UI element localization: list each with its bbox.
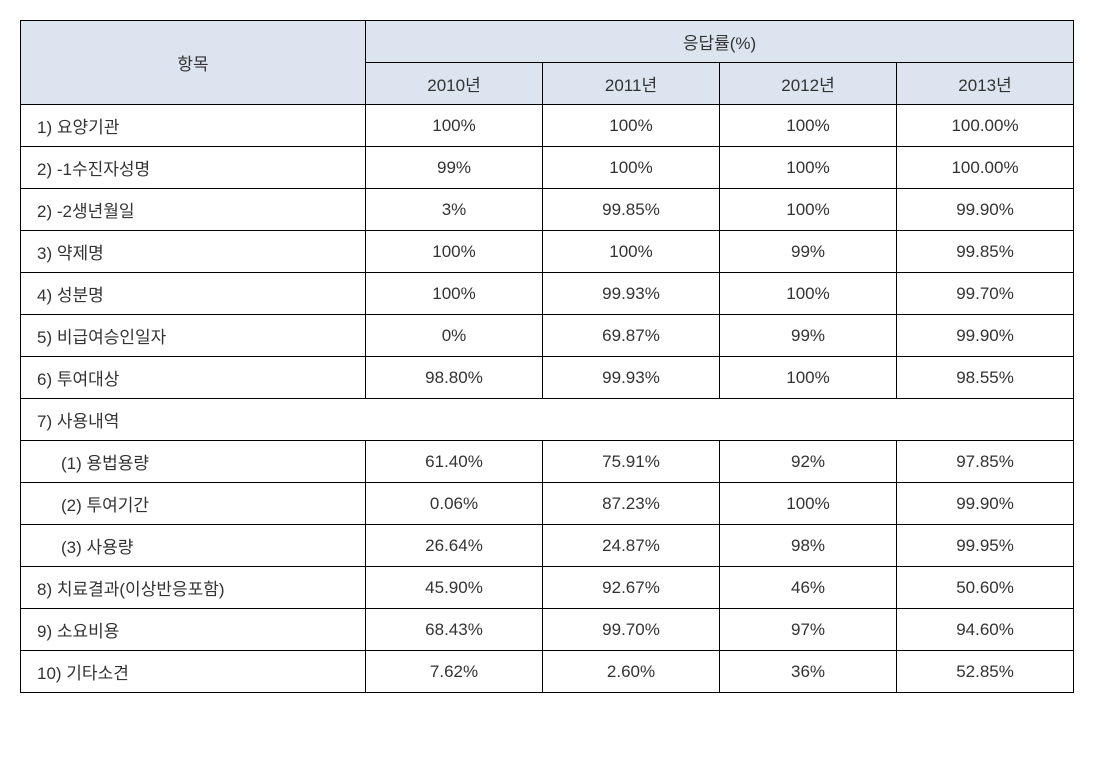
row-value: 99.90%	[897, 189, 1074, 231]
row-value: 26.64%	[366, 525, 543, 567]
row-value: 98%	[720, 525, 897, 567]
table-row: 10) 기타소견7.62%2.60%36%52.85%	[21, 651, 1074, 693]
table-row: 6) 투여대상98.80%99.93%100%98.55%	[21, 357, 1074, 399]
row-label: 4) 성분명	[21, 273, 366, 315]
row-label: 9) 소요비용	[21, 609, 366, 651]
row-value: 100%	[720, 357, 897, 399]
row-value: 99.85%	[543, 189, 720, 231]
row-label: 10) 기타소견	[21, 651, 366, 693]
row-label: 5) 비급여승인일자	[21, 315, 366, 357]
row-label: 8) 치료결과(이상반응포함)	[21, 567, 366, 609]
table-row: 2) -2생년월일3%99.85%100%99.90%	[21, 189, 1074, 231]
row-value: 100.00%	[897, 105, 1074, 147]
header-year-2: 2012년	[720, 63, 897, 105]
row-value: 61.40%	[366, 441, 543, 483]
row-value: 99%	[720, 231, 897, 273]
response-rate-table: 항목 응답률(%) 2010년 2011년 2012년 2013년 1) 요양기…	[20, 20, 1074, 693]
row-value: 99.90%	[897, 315, 1074, 357]
row-value: 97.85%	[897, 441, 1074, 483]
row-value: 87.23%	[543, 483, 720, 525]
row-value: 98.80%	[366, 357, 543, 399]
table-body: 1) 요양기관100%100%100%100.00%2) -1수진자성명99%1…	[21, 105, 1074, 693]
row-value: 99.70%	[543, 609, 720, 651]
table-row: 2) -1수진자성명99%100%100%100.00%	[21, 147, 1074, 189]
table-row: (2) 투여기간0.06%87.23%100%99.90%	[21, 483, 1074, 525]
header-year-3: 2013년	[897, 63, 1074, 105]
row-value: 99%	[720, 315, 897, 357]
row-value: 7.62%	[366, 651, 543, 693]
row-value: 100%	[720, 105, 897, 147]
row-value: 68.43%	[366, 609, 543, 651]
row-value: 99.95%	[897, 525, 1074, 567]
table-header: 항목 응답률(%) 2010년 2011년 2012년 2013년	[21, 21, 1074, 105]
row-value: 2.60%	[543, 651, 720, 693]
row-value: 99.90%	[897, 483, 1074, 525]
header-group-label: 응답률(%)	[366, 21, 1074, 63]
table-row: 4) 성분명100%99.93%100%99.70%	[21, 273, 1074, 315]
row-value: 98.55%	[897, 357, 1074, 399]
row-label: 1) 요양기관	[21, 105, 366, 147]
row-value: 100.00%	[897, 147, 1074, 189]
row-label: (3) 사용량	[21, 525, 366, 567]
row-value: 69.87%	[543, 315, 720, 357]
row-value: 45.90%	[366, 567, 543, 609]
header-year-0: 2010년	[366, 63, 543, 105]
row-value: 92.67%	[543, 567, 720, 609]
header-row-label: 항목	[21, 21, 366, 105]
row-value: 0%	[366, 315, 543, 357]
row-label: 6) 투여대상	[21, 357, 366, 399]
header-year-1: 2011년	[543, 63, 720, 105]
row-value: 100%	[720, 273, 897, 315]
row-value: 99.93%	[543, 357, 720, 399]
row-value: 36%	[720, 651, 897, 693]
row-value: 100%	[720, 483, 897, 525]
row-label: (1) 용법용량	[21, 441, 366, 483]
row-value: 99.70%	[897, 273, 1074, 315]
row-value: 100%	[720, 189, 897, 231]
row-value: 100%	[366, 273, 543, 315]
table-row: 5) 비급여승인일자0%69.87%99%99.90%	[21, 315, 1074, 357]
row-value: 94.60%	[897, 609, 1074, 651]
row-value: 99.93%	[543, 273, 720, 315]
table-row: 3) 약제명100%100%99%99.85%	[21, 231, 1074, 273]
row-value: 99.85%	[897, 231, 1074, 273]
row-value: 0.06%	[366, 483, 543, 525]
table-row: 8) 치료결과(이상반응포함)45.90%92.67%46%50.60%	[21, 567, 1074, 609]
row-value: 100%	[543, 231, 720, 273]
row-section-label: 7) 사용내역	[21, 399, 1074, 441]
table-row: 7) 사용내역	[21, 399, 1074, 441]
row-label: 2) -2생년월일	[21, 189, 366, 231]
row-value: 100%	[366, 105, 543, 147]
row-value: 52.85%	[897, 651, 1074, 693]
row-value: 3%	[366, 189, 543, 231]
row-value: 100%	[366, 231, 543, 273]
row-value: 50.60%	[897, 567, 1074, 609]
table-row: 9) 소요비용68.43%99.70%97%94.60%	[21, 609, 1074, 651]
row-value: 92%	[720, 441, 897, 483]
row-label: 2) -1수진자성명	[21, 147, 366, 189]
table-row: (3) 사용량26.64%24.87%98%99.95%	[21, 525, 1074, 567]
table-row: (1) 용법용량61.40%75.91%92%97.85%	[21, 441, 1074, 483]
row-value: 100%	[720, 147, 897, 189]
row-value: 75.91%	[543, 441, 720, 483]
row-value: 100%	[543, 105, 720, 147]
row-value: 97%	[720, 609, 897, 651]
row-label: (2) 투여기간	[21, 483, 366, 525]
row-value: 99%	[366, 147, 543, 189]
table-row: 1) 요양기관100%100%100%100.00%	[21, 105, 1074, 147]
row-value: 100%	[543, 147, 720, 189]
row-value: 24.87%	[543, 525, 720, 567]
row-label: 3) 약제명	[21, 231, 366, 273]
row-value: 46%	[720, 567, 897, 609]
